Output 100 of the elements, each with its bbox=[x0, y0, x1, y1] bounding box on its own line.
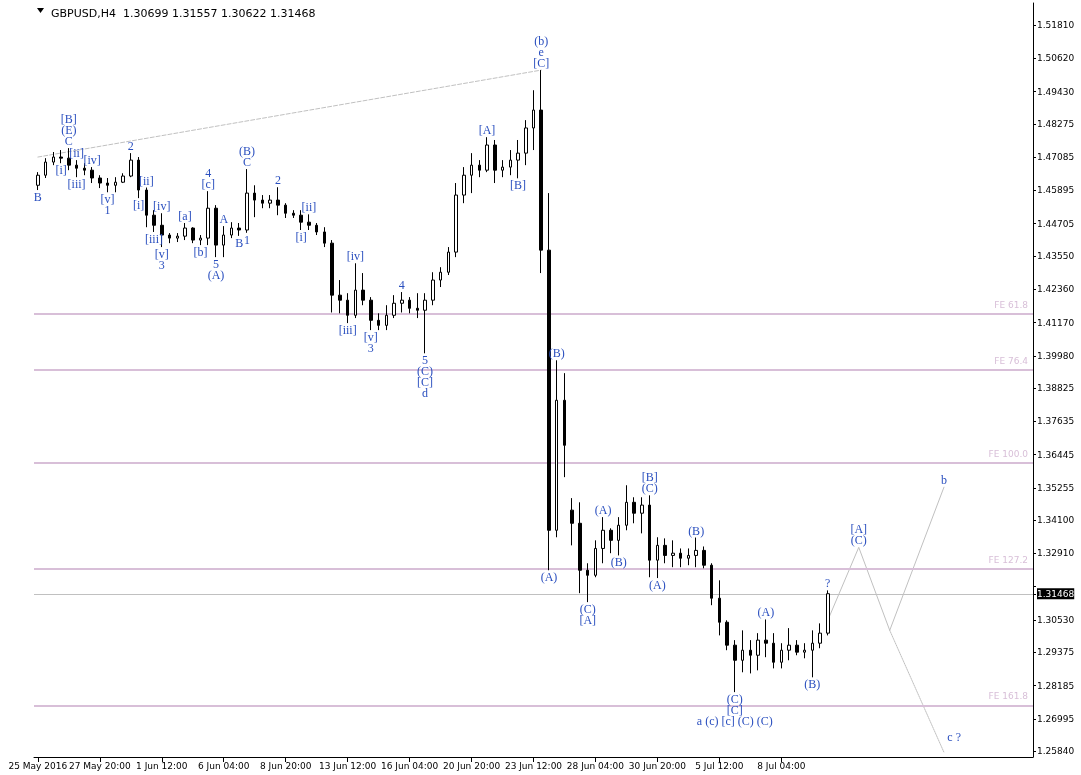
candlestick bbox=[330, 239, 334, 313]
annotation: [ii] bbox=[69, 146, 84, 161]
candlestick bbox=[586, 562, 589, 603]
candlestick bbox=[485, 136, 489, 173]
candlestick bbox=[718, 579, 721, 636]
candlestick bbox=[741, 629, 744, 673]
candlestick bbox=[114, 176, 117, 193]
candlestick bbox=[795, 639, 799, 656]
candlestick bbox=[625, 484, 628, 531]
candlestick bbox=[75, 159, 78, 178]
candlestick bbox=[392, 294, 396, 319]
candlestick bbox=[539, 69, 543, 274]
candlestick bbox=[199, 234, 202, 246]
annotation: d bbox=[422, 386, 429, 401]
candlestick bbox=[338, 279, 342, 314]
candlestick bbox=[826, 589, 830, 636]
candlestick bbox=[354, 262, 357, 319]
candlestick bbox=[299, 209, 303, 231]
candlestick bbox=[749, 639, 752, 674]
ref-line-label: FE 127.2 bbox=[988, 554, 1028, 565]
x-tick-label: 25 May 2016 bbox=[8, 760, 68, 771]
y-tick-label: 1.44705 bbox=[1037, 218, 1075, 229]
y-tick-label: 1.47085 bbox=[1037, 152, 1075, 163]
candlestick bbox=[478, 159, 481, 178]
candlestick bbox=[772, 632, 775, 669]
y-tick-label: 1.39980 bbox=[1037, 350, 1075, 361]
annotation: [i] bbox=[55, 163, 67, 178]
candlestick bbox=[509, 149, 512, 176]
ref-line-label: FE 61.8 bbox=[994, 299, 1029, 310]
candlestick bbox=[307, 213, 311, 231]
annotation: (A) bbox=[649, 578, 666, 593]
candlestick bbox=[52, 151, 55, 166]
candlestick bbox=[640, 496, 644, 534]
candlestick bbox=[756, 632, 760, 671]
candlestick bbox=[377, 312, 380, 331]
annotation: (A) bbox=[757, 605, 775, 620]
candlestick bbox=[578, 501, 582, 594]
annotation: [ii] bbox=[301, 200, 317, 215]
y-tick-label: 1.34100 bbox=[1037, 515, 1075, 526]
candlestick bbox=[369, 296, 373, 331]
y-tick-label: 1.31468 bbox=[1037, 588, 1075, 599]
x-tick-label: 13 Jun 12:00 bbox=[319, 760, 377, 771]
candlestick bbox=[268, 194, 272, 209]
x-tick-label: 27 May 20:00 bbox=[68, 760, 131, 771]
candlestick bbox=[408, 296, 411, 314]
candlestick bbox=[710, 562, 713, 606]
ref-line-label: FE 100.0 bbox=[988, 448, 1029, 459]
candlestick bbox=[470, 152, 473, 194]
candlestick bbox=[222, 225, 225, 258]
candlestick bbox=[733, 639, 737, 693]
annotation: [iii] bbox=[67, 177, 86, 192]
candlestick bbox=[617, 516, 620, 556]
candlestick bbox=[90, 166, 94, 184]
candlestick bbox=[532, 89, 535, 151]
annotation: [iii] bbox=[338, 323, 357, 338]
annotation: (A) bbox=[594, 503, 612, 518]
y-tick-label: 1.41170 bbox=[1037, 317, 1075, 328]
y-tick-label: 1.49430 bbox=[1037, 86, 1075, 97]
candlestick bbox=[431, 271, 435, 306]
annotation: b bbox=[940, 473, 947, 488]
candlestick bbox=[563, 372, 566, 478]
candlestick bbox=[687, 547, 690, 566]
candlestick bbox=[145, 187, 148, 228]
candlestick bbox=[152, 209, 156, 233]
annotation: 2 bbox=[127, 139, 134, 154]
candlestick bbox=[346, 292, 349, 324]
annotation: 4 bbox=[398, 278, 405, 293]
y-tick-label: 1.37635 bbox=[1037, 416, 1075, 427]
annotation: [b] bbox=[193, 245, 208, 260]
annotation: [B] bbox=[510, 178, 527, 193]
candlestick bbox=[160, 212, 164, 248]
candlestick bbox=[67, 147, 71, 171]
annotation: (C) bbox=[579, 602, 596, 617]
candlestick bbox=[501, 159, 504, 178]
candlestick bbox=[292, 209, 295, 219]
candlestick bbox=[168, 232, 171, 244]
annotation: (B) bbox=[688, 523, 705, 538]
annotation: B bbox=[33, 190, 42, 205]
candlestick bbox=[679, 547, 682, 568]
candlestick bbox=[237, 222, 241, 237]
annotation: [iv] bbox=[83, 153, 101, 168]
candlestick bbox=[137, 156, 140, 199]
candlestick bbox=[555, 359, 558, 538]
candlestick bbox=[447, 246, 450, 276]
chart-title: GBPUSD,H4 1.30699 1.31557 1.30622 1.31468 bbox=[51, 7, 316, 20]
candlestick bbox=[702, 545, 706, 569]
y-tick-label: 1.45895 bbox=[1037, 185, 1075, 196]
annotation: c ? bbox=[947, 730, 961, 744]
candlestick bbox=[253, 184, 256, 218]
y-tick-label: 1.36445 bbox=[1037, 449, 1075, 460]
annotation: [ii] bbox=[138, 173, 154, 188]
candlestick bbox=[601, 516, 605, 564]
candlestick bbox=[98, 174, 102, 189]
y-tick-label: 1.26995 bbox=[1037, 713, 1075, 724]
annotation: A bbox=[219, 212, 229, 227]
y-tick-label: 1.48275 bbox=[1037, 118, 1075, 129]
candlestick bbox=[59, 149, 63, 164]
candlestick bbox=[811, 629, 814, 678]
candlestick bbox=[787, 627, 791, 661]
ref-line-label: FE 76.4 bbox=[994, 355, 1029, 366]
